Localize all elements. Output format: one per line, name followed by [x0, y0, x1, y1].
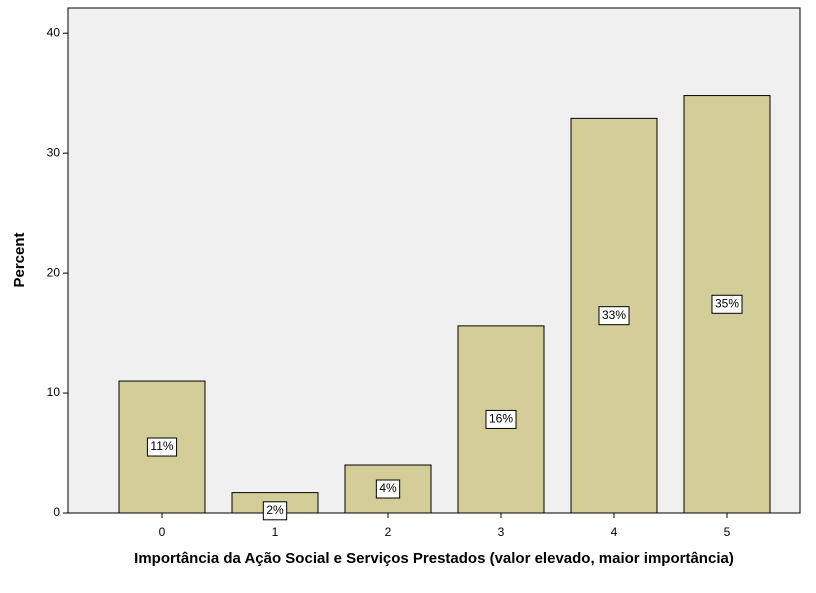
y-tick-label: 40 [47, 25, 61, 39]
value-label: 4% [379, 481, 397, 495]
value-label: 11% [150, 439, 173, 453]
x-tick-label: 5 [724, 525, 731, 539]
y-tick-label: 0 [53, 505, 60, 519]
value-label-box [146, 437, 178, 457]
y-tick-label: 30 [47, 145, 61, 159]
y-axis-label: Percent [11, 232, 28, 287]
y-tick-label: 10 [47, 385, 61, 399]
x-tick-label: 1 [272, 525, 279, 539]
value-label-box [485, 409, 517, 429]
value-label-box [375, 479, 401, 499]
value-label: 2% [266, 503, 284, 517]
value-label-box [711, 294, 743, 314]
value-label: 16% [489, 412, 513, 426]
x-tick-label: 3 [498, 525, 505, 539]
x-axis-label: Importância da Ação Social e Serviços Pr… [134, 550, 734, 567]
value-label: 35% [715, 296, 739, 310]
y-tick-label: 20 [47, 265, 61, 279]
x-tick-label: 2 [385, 525, 392, 539]
x-tick-label: 0 [159, 525, 166, 539]
value-label-box [262, 501, 288, 521]
x-tick-label: 4 [611, 525, 618, 539]
value-label-box [598, 306, 630, 326]
value-label: 33% [602, 308, 626, 322]
